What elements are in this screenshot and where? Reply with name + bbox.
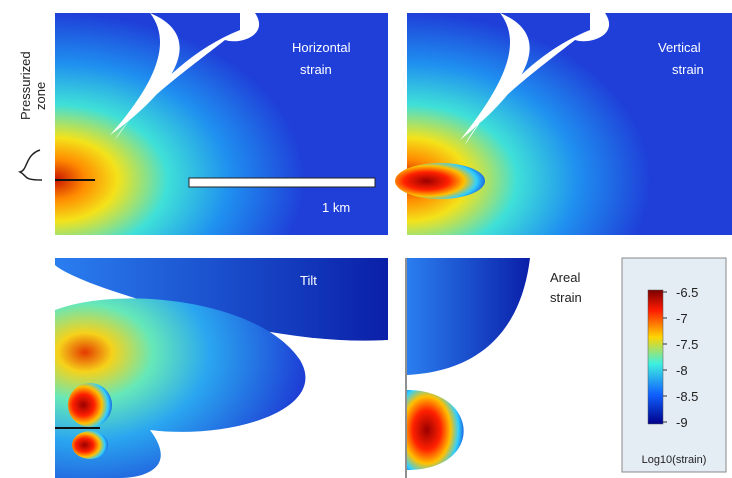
panel-label: Vertical strain xyxy=(658,40,704,77)
panel-horizontal xyxy=(55,13,388,235)
scale-label: 1 km xyxy=(322,200,350,215)
pointer-arrow xyxy=(17,149,43,181)
colorbar-tick-label: -8.5 xyxy=(676,389,698,404)
colorbar-tick-label: -7 xyxy=(676,311,688,326)
colorbar xyxy=(647,289,664,425)
tilt-band xyxy=(55,258,388,341)
colorbar-title: Log10(strain) xyxy=(642,454,707,466)
panel-vertical xyxy=(407,13,732,235)
panel-label: Horizontal strain xyxy=(292,40,351,77)
colorbar-ticks: -6.5 -7 -7.5 -8 -8.5 -9 xyxy=(663,285,698,430)
null-zone xyxy=(110,13,260,140)
areal-source xyxy=(407,390,464,470)
source xyxy=(395,163,485,199)
colorbar-tick-label: -9 xyxy=(676,415,688,430)
scale-bar xyxy=(188,177,376,188)
side-label: Pressurizedzone xyxy=(18,51,48,120)
panel-label: Tilt xyxy=(300,273,317,288)
colorbar-tick-label: -6.5 xyxy=(676,285,698,300)
colorbar-tick-label: -8 xyxy=(676,363,688,378)
colorbar-box xyxy=(621,257,727,473)
colorbar-tick-label: -7.5 xyxy=(676,337,698,352)
panel-label: Areal strain xyxy=(550,270,582,305)
lobe-core xyxy=(72,431,108,459)
lobe-core xyxy=(68,383,112,427)
areal-lobe xyxy=(407,258,530,375)
null-zone xyxy=(460,13,610,145)
tilt-lobe xyxy=(55,298,306,478)
